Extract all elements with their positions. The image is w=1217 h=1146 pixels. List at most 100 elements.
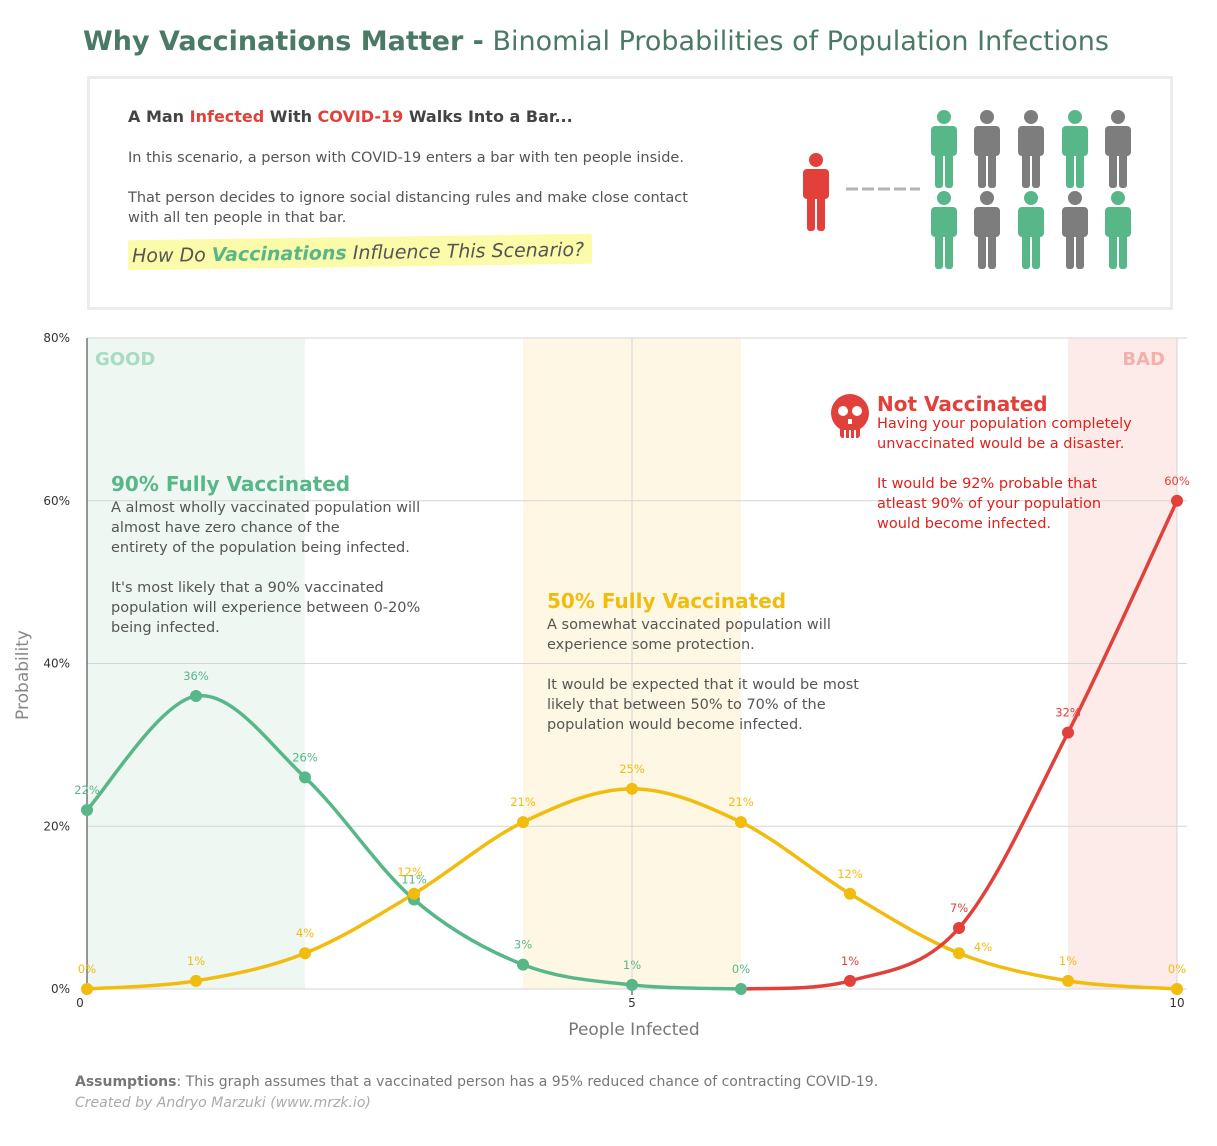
title-rest: Binomial Probabilities of Population Inf…	[492, 26, 1109, 57]
person-leg	[935, 150, 943, 188]
intro-panel: A Man Infected With COVID-19 Walks Into …	[87, 76, 1173, 310]
data-label: 36%	[183, 669, 209, 683]
person-head	[1111, 191, 1125, 205]
person-torso	[974, 207, 1000, 237]
bar-person-icon	[1105, 110, 1131, 188]
y-tick-label: 80%	[43, 331, 70, 345]
data-label: 7%	[950, 901, 968, 915]
skull-head	[831, 394, 869, 432]
person-leg	[807, 193, 815, 231]
person-torso	[1018, 126, 1044, 156]
person-leg	[935, 231, 943, 269]
skull-nose	[848, 419, 852, 424]
person-head	[980, 191, 994, 205]
data-point	[81, 983, 93, 995]
person-leg	[978, 150, 986, 188]
data-label: 1%	[841, 954, 859, 968]
y-tick-label: 20%	[43, 819, 70, 833]
annotation-50-line: A somewhat vaccinated population will	[547, 617, 831, 633]
bar-person-icon	[1062, 191, 1088, 269]
chart-data-labels: 22% 36% 26% 11% 3% 1% 0% 0% 1% 4% 12% 21% 25% 21% 12% 4…	[74, 474, 1190, 976]
data-label: 21%	[510, 795, 536, 809]
good-zone-label: GOOD	[95, 349, 155, 370]
data-label: 0%	[78, 962, 96, 976]
person-leg	[1066, 231, 1074, 269]
data-label: 11%	[401, 872, 427, 886]
person-head	[1024, 191, 1038, 205]
person-leg	[1022, 231, 1030, 269]
skull-eye	[838, 406, 848, 416]
annotation-90-line: A almost wholly vaccinated population wi…	[111, 500, 421, 516]
person-torso	[931, 126, 957, 156]
person-head	[1068, 191, 1082, 205]
annotation-90-line: entirety of the population being infecte…	[111, 540, 410, 556]
person-leg	[1076, 150, 1084, 188]
data-label: 32%	[1055, 706, 1081, 720]
annotation-0-title: Not Vaccinated	[877, 392, 1048, 416]
data-point	[517, 958, 529, 971]
person-head	[937, 110, 951, 124]
page-title: Why Vaccinations Matter - Binomial Proba…	[83, 26, 1109, 57]
person-leg	[1022, 150, 1030, 188]
annotation-90-line: being infected.	[111, 620, 220, 636]
data-point	[1062, 726, 1074, 739]
data-label: 22%	[74, 783, 100, 797]
data-point	[953, 921, 965, 934]
annotation-0: Not Vaccinated Having your population co…	[877, 394, 1132, 534]
intro-paragraph-2a: That person decides to ignore social dis…	[128, 190, 688, 206]
annotation-50-line: likely that between 50% to 70% of the	[547, 697, 826, 713]
data-point	[626, 782, 638, 795]
annotation-0-line: would become infected.	[877, 516, 1052, 532]
annotation-50: 50% Fully Vaccinated A somewhat vaccinat…	[547, 591, 859, 735]
intro-heading-covid: COVID-19	[317, 107, 404, 126]
data-label: 12%	[397, 865, 423, 879]
bar-person-icon	[1105, 191, 1131, 269]
x-axis-label: People Infected	[568, 1020, 699, 1040]
bar-person-icon	[974, 110, 1000, 188]
bar-illustration	[803, 110, 1131, 269]
annotation-90-line: almost have zero chance of the	[111, 520, 340, 536]
person-leg	[988, 150, 996, 188]
person-torso	[1105, 207, 1131, 237]
annotation-50-title: 50% Fully Vaccinated	[547, 589, 787, 613]
data-point	[517, 816, 529, 829]
data-point	[1062, 974, 1074, 987]
y-tick-label: 40%	[43, 657, 70, 671]
data-point	[844, 974, 856, 987]
assumptions-label: Assumptions	[75, 1074, 177, 1090]
person-leg	[1119, 150, 1127, 188]
skull-tooth-gap	[844, 430, 846, 438]
person-leg	[1119, 231, 1127, 269]
data-point	[190, 974, 202, 987]
data-label: 12%	[837, 867, 863, 881]
data-point	[953, 947, 965, 960]
intro-paragraph-2b: with all ten people in that bar.	[128, 210, 347, 226]
person-head	[1024, 110, 1038, 124]
data-label: 60%	[1164, 474, 1190, 488]
data-label: 0%	[732, 962, 750, 976]
annotation-50-line: experience some protection.	[547, 637, 755, 653]
person-head	[980, 110, 994, 124]
x-tick-label: 10	[1169, 996, 1184, 1010]
intro-heading-part: A Man	[128, 107, 190, 126]
person-leg	[1109, 150, 1117, 188]
person-head	[1068, 110, 1082, 124]
bar-person-icon	[1062, 110, 1088, 188]
person-leg	[1032, 231, 1040, 269]
annotation-90-line: It's most likely that a 90% vaccinated	[111, 580, 384, 596]
person-leg	[1076, 231, 1084, 269]
person-leg	[1032, 150, 1040, 188]
assumptions-note: Assumptions: This graph assumes that a v…	[75, 1074, 878, 1090]
series-line	[739, 499, 1179, 991]
data-point	[735, 816, 747, 829]
person-torso	[931, 207, 957, 237]
skull-tooth-gap	[849, 430, 851, 438]
bar-person-icon	[1018, 191, 1044, 269]
person-torso	[974, 126, 1000, 156]
bar-person-icon	[1018, 110, 1044, 188]
chart-axes: 0 5 10 People Infected Probability	[13, 338, 1185, 1040]
person-leg	[945, 150, 953, 188]
person-leg	[1066, 150, 1074, 188]
annotation-0-line: Having your population completely	[877, 416, 1132, 432]
annotation-0-line: unvaccinated would be a disaster.	[877, 436, 1125, 452]
